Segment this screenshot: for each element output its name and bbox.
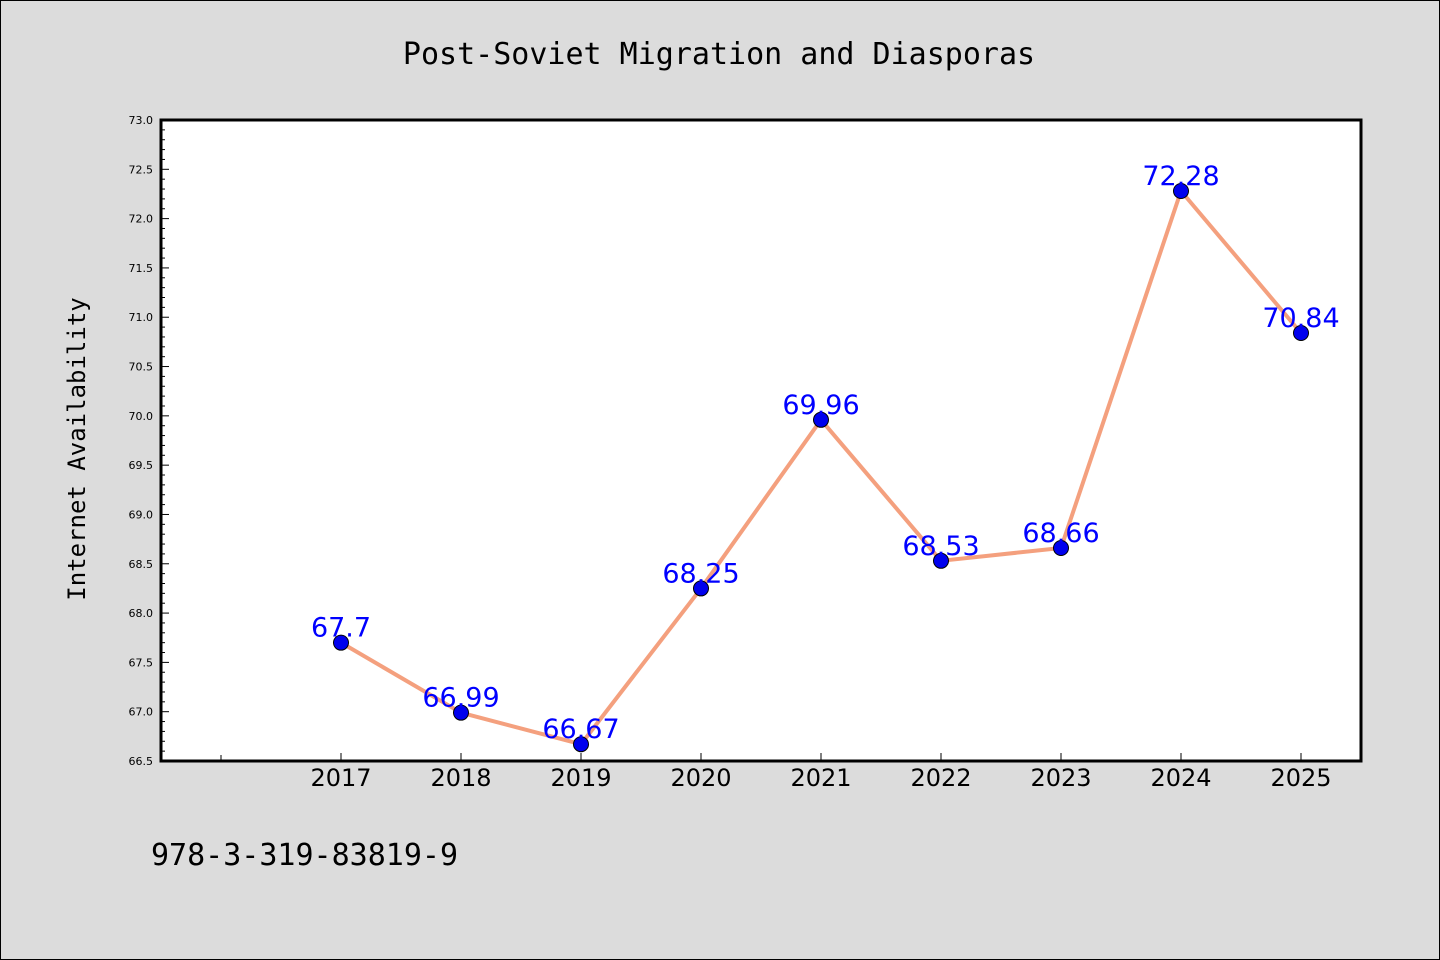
y-tick-label: 67.0 [129,706,154,719]
x-tick-label: 2018 [430,764,491,792]
x-tick-label: 2020 [670,764,731,792]
y-tick-label: 69.0 [129,508,154,521]
chart-title: Post-Soviet Migration and Diasporas [403,37,1035,72]
data-point [333,634,349,651]
data-point [1053,539,1069,556]
data-label: 66.67 [542,714,619,745]
y-axis: 66.5 67.0 67.5 68.0 68.5 69.0 69.5 70.0 70.5 71.0… [129,114,169,768]
y-tick-label: 67.5 [129,656,154,669]
x-tick-label: 2021 [790,764,851,792]
x-tick-label: 2024 [1150,764,1211,792]
data-label: 72.28 [1142,161,1219,192]
y-tick-label: 68.0 [129,607,154,620]
data-labels-group: 67.7 66.99 66.67 68.25 69.96 68.53 68.66 72.28 7… [311,161,1340,745]
data-label: 68.66 [1022,518,1099,549]
y-tick-label: 72.5 [129,163,154,176]
y-tick-label: 69.5 [129,459,154,472]
y-tick-label: 71.5 [129,262,154,275]
data-point [933,552,949,569]
y-tick-label: 66.5 [129,755,154,768]
data-label: 68.53 [902,531,979,562]
x-tick-label: 2023 [1030,764,1091,792]
data-point [693,580,709,597]
data-point [573,736,589,753]
x-tick-label: 2022 [910,764,971,792]
data-label: 68.25 [662,558,739,589]
data-point [1293,325,1309,342]
x-tick-label: 2017 [310,764,371,792]
data-point [813,411,829,428]
y-tick-label: 68.5 [129,558,154,571]
y-tick-label: 72.0 [129,213,154,226]
isbn-footer: 978-3-319-83819-9 [151,838,458,873]
x-tick-label: 2025 [1270,764,1331,792]
y-tick-label: 70.0 [129,410,154,423]
y-tick-label: 70.5 [129,361,154,374]
x-tick-label: 2019 [550,764,611,792]
data-label: 67.7 [311,613,371,644]
data-label: 69.96 [782,390,859,421]
data-label: 66.99 [422,683,499,714]
data-label: 70.84 [1262,303,1339,334]
y-tick-label: 71.0 [129,311,154,324]
plot-area [159,118,1363,763]
series-line-group [333,183,1309,753]
y-tick-label: 73.0 [129,114,154,127]
y-axis-label: Internet Availability [63,297,91,600]
data-point [453,704,469,721]
x-axis: 2017 2018 2019 2020 2021 2022 2023 2024 2025 [220,753,1332,792]
data-point [1173,183,1189,200]
